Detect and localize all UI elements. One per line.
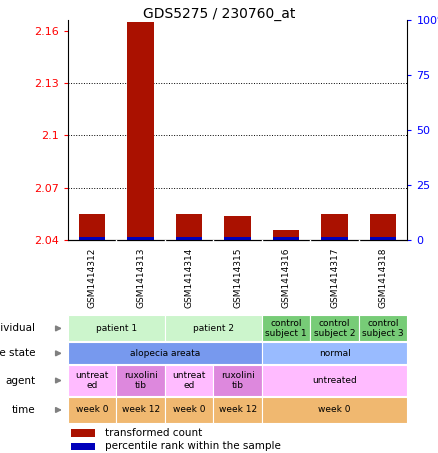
Bar (127, 22, 154, 240)
Text: untreat
ed: untreat ed (173, 371, 206, 390)
Text: patient 1: patient 1 (96, 324, 137, 333)
Text: normal: normal (319, 349, 350, 358)
Bar (273, 237, 300, 240)
Bar (117, 397, 165, 423)
Bar (127, 237, 154, 240)
Bar (359, 315, 407, 342)
Text: GSM1414315: GSM1414315 (233, 247, 242, 308)
Bar (71, 443, 95, 450)
Bar (79, 237, 106, 240)
Text: untreat
ed: untreat ed (75, 371, 109, 390)
Bar (370, 237, 396, 240)
Text: control
subject 2: control subject 2 (314, 319, 355, 338)
Text: week 0: week 0 (76, 405, 108, 414)
Text: GSM1414314: GSM1414314 (185, 247, 194, 308)
Text: week 0: week 0 (318, 405, 351, 414)
Text: control
subject 3: control subject 3 (362, 319, 404, 338)
Bar (321, 237, 348, 240)
Text: time: time (11, 405, 35, 415)
Bar (68, 342, 262, 364)
Bar (321, 214, 348, 240)
Bar (262, 397, 407, 423)
Text: week 12: week 12 (122, 405, 160, 414)
Text: GSM1414318: GSM1414318 (378, 247, 388, 308)
Text: ruxolini
tib: ruxolini tib (221, 371, 254, 390)
Text: patient 2: patient 2 (193, 324, 234, 333)
Bar (213, 365, 262, 396)
Text: week 12: week 12 (219, 405, 257, 414)
Bar (224, 237, 251, 240)
Bar (68, 315, 165, 342)
Bar (165, 315, 262, 342)
Text: agent: agent (5, 376, 35, 386)
Text: control
subject 1: control subject 1 (265, 319, 307, 338)
Text: individual: individual (0, 323, 35, 333)
Text: disease state: disease state (0, 348, 35, 358)
Bar (213, 397, 262, 423)
Bar (311, 315, 359, 342)
Bar (176, 214, 202, 240)
Text: transformed count: transformed count (105, 428, 202, 438)
Text: GSM1414316: GSM1414316 (282, 247, 290, 308)
Bar (165, 365, 213, 396)
Bar (117, 365, 165, 396)
Bar (71, 429, 95, 437)
Bar (165, 397, 213, 423)
Bar (68, 365, 117, 396)
Text: GSM1414313: GSM1414313 (136, 247, 145, 308)
Bar (224, 216, 251, 240)
Bar (176, 237, 202, 240)
Bar (79, 214, 106, 240)
Bar (262, 315, 311, 342)
Text: alopecia areata: alopecia areata (130, 349, 200, 358)
Text: GDS5275 / 230760_at: GDS5275 / 230760_at (143, 7, 295, 21)
Text: ruxolini
tib: ruxolini tib (124, 371, 158, 390)
Text: GSM1414312: GSM1414312 (88, 247, 97, 308)
Bar (262, 365, 407, 396)
Bar (68, 397, 117, 423)
Text: GSM1414317: GSM1414317 (330, 247, 339, 308)
Text: percentile rank within the sample: percentile rank within the sample (105, 441, 281, 451)
Text: week 0: week 0 (173, 405, 205, 414)
Bar (370, 214, 396, 240)
Bar (273, 230, 300, 240)
Text: untreated: untreated (312, 376, 357, 385)
Bar (262, 342, 407, 364)
